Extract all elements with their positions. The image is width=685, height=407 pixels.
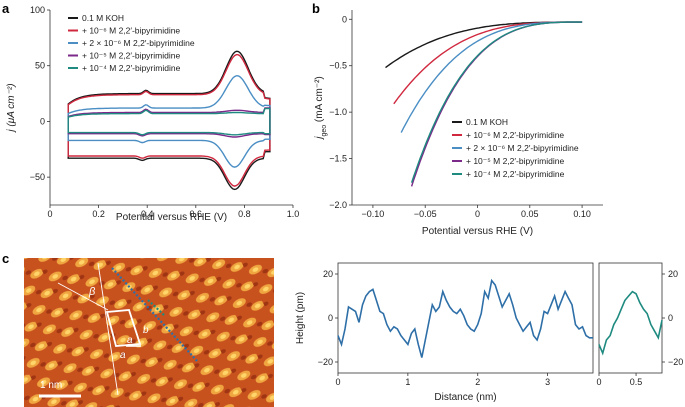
chart-a: 0 0.2 0.4 0.6 0.8 1.0 −50 0 50 100 Potential versu… bbox=[6, 5, 299, 223]
x-tick-label: 0.6 bbox=[190, 209, 203, 219]
x-tick-label: 0.8 bbox=[238, 209, 251, 219]
zoom-height-profile-line bbox=[598, 290, 663, 356]
legend-label-b: + 10⁻⁶ M 2,2′-bipyrimidine bbox=[466, 130, 564, 140]
y-tick-label: 100 bbox=[30, 5, 45, 15]
panel-label-b: b bbox=[312, 1, 320, 16]
chart-b: −0.10 −0.05 0 0.05 0.10 0 −0.5 −1.0 −1.5 −2.0 Pote… bbox=[314, 10, 603, 237]
y-axis-label: jgeo (mA cm⁻²) bbox=[314, 76, 328, 141]
x-tick-label: 0.2 bbox=[92, 209, 105, 219]
y-axis-label-unit: (mA cm⁻²) bbox=[314, 76, 325, 125]
lsv-curve-m4 bbox=[410, 21, 583, 183]
y-tick-label: −0.5 bbox=[329, 61, 347, 71]
legend-label-a: + 10⁻⁶ M 2,2′-bipyrimidine bbox=[82, 26, 180, 36]
legend-label-a: + 10⁻⁵ M 2,2′-bipyrimidine bbox=[82, 51, 180, 61]
lsv-curve-koh bbox=[385, 21, 583, 69]
y-tick-label: −20 bbox=[318, 357, 333, 367]
legend-label-a: 0.1 M KOH bbox=[82, 13, 124, 23]
x-tick-label: 0 bbox=[47, 209, 52, 219]
x-axis-label: Potential versus RHE (V) bbox=[422, 226, 533, 237]
plot-frame bbox=[598, 262, 663, 374]
cv-curve-m6 bbox=[67, 54, 271, 187]
x-tick-label: −0.10 bbox=[362, 209, 385, 219]
x-tick-label: 0.5 bbox=[630, 377, 643, 387]
y-tick-label: 20 bbox=[668, 269, 678, 279]
y-tick-label: −1.0 bbox=[329, 107, 347, 117]
y-axis-label: Height (pm) bbox=[295, 292, 306, 344]
y-axis-label-sub: geo bbox=[321, 125, 328, 137]
stm-image-background bbox=[24, 258, 274, 407]
legend-label-b: + 2 × 10⁻⁶ M 2,2′-bipyrimidine bbox=[466, 143, 579, 153]
x-tick-label: −0.05 bbox=[414, 209, 437, 219]
stm-angle-line bbox=[57, 282, 109, 311]
y-tick-label: 0 bbox=[668, 313, 673, 323]
y-tick-label: −20 bbox=[668, 357, 683, 367]
panel-label-a: a bbox=[2, 1, 10, 16]
cv-curve-m5 bbox=[67, 107, 271, 138]
x-axis-label: Potential versus RHE (V) bbox=[116, 212, 227, 223]
cv-curve-m6x2 bbox=[67, 75, 271, 168]
height-profile-line bbox=[337, 278, 593, 358]
y-axis-label-main: j bbox=[314, 136, 325, 141]
stm-unit-cell bbox=[105, 309, 142, 347]
x-axis-label: Distance (nm) bbox=[434, 392, 496, 403]
y-tick-label: 0 bbox=[40, 116, 45, 126]
x-tick-label: 0 bbox=[475, 209, 480, 219]
panel-label-c: c bbox=[2, 251, 9, 266]
scale-bar-label: 1 nm bbox=[40, 380, 62, 391]
y-axis-label: j (μA cm⁻²) bbox=[6, 83, 17, 133]
y-tick-label: −1.5 bbox=[329, 154, 347, 164]
x-tick-label: 0.05 bbox=[521, 209, 539, 219]
stm-profile-line bbox=[111, 267, 199, 363]
y-tick-label: −2.0 bbox=[329, 200, 347, 210]
y-tick-label: −50 bbox=[30, 172, 45, 182]
stm-image: β a a b 1 nm bbox=[24, 258, 274, 407]
stm-lattice-line bbox=[97, 262, 119, 396]
x-tick-label: 1.0 bbox=[287, 209, 300, 219]
x-tick-label: 0.10 bbox=[573, 209, 591, 219]
y-tick-label: 20 bbox=[323, 269, 333, 279]
stm-b-label: b bbox=[143, 325, 149, 336]
legend-label-a: + 10⁻⁴ M 2,2′-bipyrimidine bbox=[82, 63, 181, 73]
x-tick-label: 0 bbox=[335, 377, 340, 387]
x-tick-label: 3 bbox=[545, 377, 550, 387]
x-tick-label: 0.4 bbox=[141, 209, 154, 219]
legend-label-b: 0.1 M KOH bbox=[466, 117, 508, 127]
legend-label-b: + 10⁻⁴ M 2,2′-bipyrimidine bbox=[466, 169, 565, 179]
stm-a-label-1: a bbox=[127, 335, 133, 346]
chart-c-zoom-profile: 0 0.5 20 0 −20 bbox=[596, 262, 683, 387]
x-tick-label: 0 bbox=[596, 377, 601, 387]
stm-a-label-2: a bbox=[120, 350, 126, 361]
stm-beta-label: β bbox=[88, 286, 96, 298]
y-tick-label: 0 bbox=[342, 14, 347, 24]
legend-label-b: + 10⁻⁵ M 2,2′-bipyrimidine bbox=[466, 156, 564, 166]
lsv-curve-m6 bbox=[393, 21, 583, 105]
y-tick-label: 0 bbox=[328, 313, 333, 323]
y-tick-label: 50 bbox=[35, 61, 45, 71]
cv-curve-koh bbox=[67, 50, 271, 191]
x-tick-label: 2 bbox=[475, 377, 480, 387]
legend-label-a: + 2 × 10⁻⁶ M 2,2′-bipyrimidine bbox=[82, 38, 195, 48]
cv-curve-m4 bbox=[67, 107, 271, 136]
x-tick-label: 1 bbox=[405, 377, 410, 387]
